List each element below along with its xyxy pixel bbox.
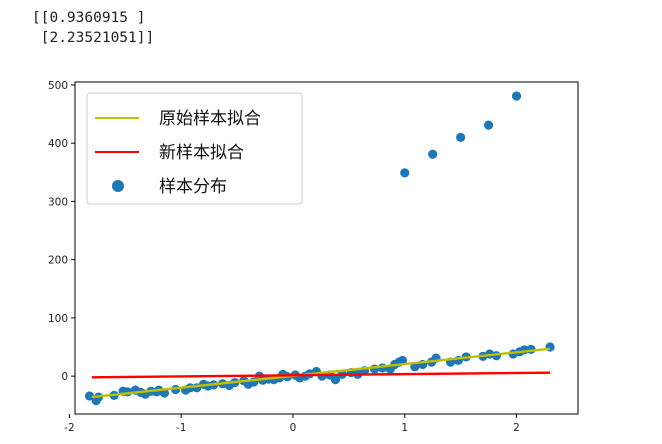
y-tick-label: 100 xyxy=(48,313,68,325)
legend-swatch-sample-distribution xyxy=(112,180,124,192)
scatter-point xyxy=(483,120,494,130)
scatter-point xyxy=(397,355,408,366)
x-tick-label: -2 xyxy=(64,422,74,434)
x-tick-label: 0 xyxy=(290,422,297,434)
scatter-point xyxy=(511,91,522,101)
y-tick-label: 200 xyxy=(48,255,68,267)
y-axis: 0 100 200 300 400 500 xyxy=(48,80,75,383)
legend-label-new-fit: 新样本拟合 xyxy=(159,143,244,163)
scatter-point xyxy=(428,149,438,159)
legend-box xyxy=(86,92,303,205)
legend-label-original-fit: 原始样本拟合 xyxy=(159,109,261,129)
x-tick-label: -1 xyxy=(176,422,186,434)
y-tick-label: 0 xyxy=(61,371,68,383)
plot-frame xyxy=(74,81,579,415)
x-axis: -2 -1 0 1 2 xyxy=(64,414,520,434)
cell-output: [[0.9360915 ] [2.23521051]] xyxy=(32,8,154,48)
legend: 原始样本拟合 新样本拟合 样本分布 xyxy=(86,92,303,205)
scatter-point xyxy=(400,168,410,178)
y-tick-label: 400 xyxy=(48,138,68,150)
scatter-point xyxy=(410,362,420,372)
scatter-point xyxy=(330,375,341,385)
x-tick-label: 1 xyxy=(401,422,408,434)
fit-line xyxy=(91,371,551,379)
scatter-point xyxy=(84,391,95,401)
fit-line xyxy=(91,347,551,399)
output-line-2: [2.23521051]] xyxy=(32,30,155,46)
scatter-point xyxy=(456,132,466,142)
plot-content xyxy=(84,91,555,406)
legend-label-sample-distribution: 样本分布 xyxy=(159,177,227,197)
y-tick-label: 300 xyxy=(48,196,68,208)
x-tick-label: 2 xyxy=(513,422,520,434)
output-line-1: [[0.9360915 ] xyxy=(32,10,146,26)
y-tick-label: 500 xyxy=(48,80,68,92)
